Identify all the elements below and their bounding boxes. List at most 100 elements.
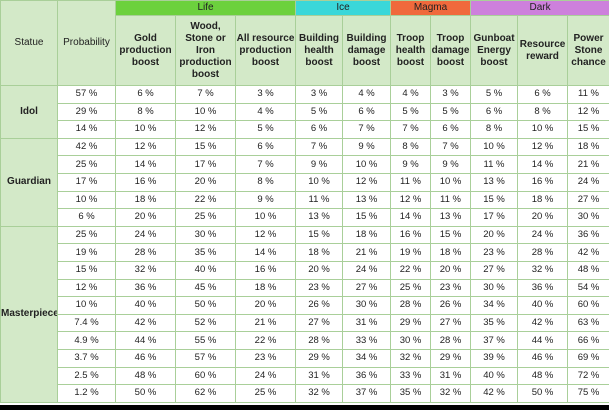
column-header: Building damage boost	[342, 15, 392, 86]
column-header: Probability	[57, 0, 116, 86]
table-cell: 60 %	[175, 366, 236, 386]
table-cell: 29 %	[57, 102, 116, 122]
table-cell: 14 %	[57, 120, 116, 139]
table-cell: 32 %	[295, 384, 344, 403]
table-cell: 7 %	[175, 85, 236, 104]
table-cell: 5 %	[390, 102, 432, 122]
table-cell: 32 %	[390, 348, 432, 368]
table-cell: 16 %	[390, 225, 432, 245]
table-cell: 33 %	[390, 366, 432, 386]
table-cell: 20 %	[234, 296, 297, 315]
table-cell: 13 %	[430, 208, 472, 227]
table-cell: 4.9 %	[57, 331, 116, 350]
table-cell: 8 %	[517, 102, 569, 122]
table-cell: 4 %	[390, 85, 432, 104]
table-cell: 24 %	[234, 366, 297, 386]
table-cell: 32 %	[430, 384, 472, 403]
table-row: Guardian 42 % 12 % 15 % 6 % 7 % 9 % 8 % 7 % 10 % 1…	[0, 137, 609, 227]
table-cell: 22 %	[234, 331, 297, 350]
table-cell: 35 %	[470, 313, 519, 333]
table-cell: 48 %	[567, 260, 609, 280]
table-cell: 40 %	[115, 296, 176, 315]
table-cell: 3 %	[234, 85, 297, 104]
table-cell: 25 %	[234, 384, 297, 403]
table-cell: 3 %	[295, 85, 344, 104]
table-cell: 21 %	[234, 313, 297, 333]
column-header: Gunboat Energy boost	[470, 15, 519, 86]
table-cell: 33 %	[342, 331, 392, 350]
column-header: Wood, Stone or Iron production boost	[175, 15, 236, 86]
table-cell: 34 %	[342, 348, 392, 368]
table-cell: 15 %	[430, 225, 472, 245]
table-cell: 25 %	[390, 278, 432, 298]
table-cell: 37 %	[470, 331, 519, 350]
table-cell: 11 %	[430, 190, 472, 210]
table-cell: 15 %	[342, 208, 392, 227]
table-cell: 42 %	[470, 384, 519, 403]
table-cell: 23 %	[234, 348, 297, 368]
table-cell: 9 %	[430, 155, 472, 174]
table-cell: 8 %	[390, 137, 432, 157]
table-row: 1.2 % 50 % 62 % 25 % 32 % 37 % 35 % 32 % 42 % 50 …	[1, 384, 609, 403]
table-cell: 26 %	[430, 296, 472, 315]
table-cell: 27 %	[567, 190, 609, 210]
table-cell: 6 %	[57, 208, 116, 227]
table-cell: 31 %	[430, 366, 472, 386]
table-cell: 5 %	[234, 120, 297, 139]
table-cell: 15 %	[470, 190, 519, 210]
table-cell: 30 %	[470, 278, 519, 298]
table-cell: 18 %	[517, 190, 569, 210]
table-cell: 8 %	[115, 102, 176, 122]
header-row: Gold production boost Wood, Stone or Iron…	[1, 15, 609, 86]
table-cell: 10 %	[342, 155, 392, 174]
table-cell: 21 %	[567, 155, 609, 174]
table-cell: 30 %	[342, 296, 392, 315]
table-cell: 4 %	[234, 102, 297, 122]
table-cell: 7 %	[430, 137, 472, 157]
table-cell: 6 %	[470, 102, 519, 122]
table-cell: 12 %	[517, 137, 569, 157]
table-cell: 63 %	[567, 313, 609, 333]
table-row: 7.4 % 42 % 52 % 21 % 27 % 31 % 29 % 27 % 35 % 42 …	[1, 313, 609, 333]
table-cell: 57 %	[175, 348, 236, 368]
table-cell: 25 %	[175, 208, 236, 227]
table-cell: 2.5 %	[57, 366, 116, 386]
column-header: Gold production boost	[115, 15, 176, 86]
table-cell: 66 %	[567, 331, 609, 350]
table-cell: 18 %	[115, 190, 176, 210]
table-row: 25 % 14 % 17 % 7 % 9 % 10 % 9 % 9 % 11 % 14 % 21 %	[1, 155, 609, 174]
table-cell: 21 %	[342, 243, 392, 262]
table-cell: 40 %	[517, 296, 569, 315]
table-cell: 34 %	[470, 296, 519, 315]
table-cell: 10 %	[470, 137, 519, 157]
table-cell: 31 %	[295, 366, 344, 386]
table-cell: 4 %	[342, 85, 392, 104]
table-cell: 29 %	[390, 313, 432, 333]
table-cell: 25 %	[57, 155, 116, 174]
table-cell: 29 %	[430, 348, 472, 368]
table-cell: 11 %	[470, 155, 519, 174]
table-cell: 36 %	[567, 225, 609, 245]
table-cell: 17 %	[470, 208, 519, 227]
table-cell: 6 %	[295, 120, 344, 139]
table-cell: 26 %	[295, 296, 344, 315]
table-cell: 20 %	[175, 172, 236, 192]
table-cell: 3.7 %	[57, 348, 116, 368]
table-cell: 12 %	[342, 172, 392, 192]
table-cell: 46 %	[115, 348, 176, 368]
table-cell: 9 %	[342, 137, 392, 157]
table-cell: 28 %	[430, 331, 472, 350]
table-cell: 19 %	[57, 243, 116, 262]
table-cell: 14 %	[234, 243, 297, 262]
table-cell: 24 %	[567, 172, 609, 192]
table-cell: 18 %	[295, 243, 344, 262]
table-cell: 6 %	[517, 85, 569, 104]
table-cell: 9 %	[390, 155, 432, 174]
table-cell: 11 %	[295, 190, 344, 210]
column-header: Troop damage boost	[430, 15, 472, 86]
table-cell: 18 %	[234, 278, 297, 298]
table-cell: 36 %	[342, 366, 392, 386]
table-cell: 12 %	[175, 120, 236, 139]
